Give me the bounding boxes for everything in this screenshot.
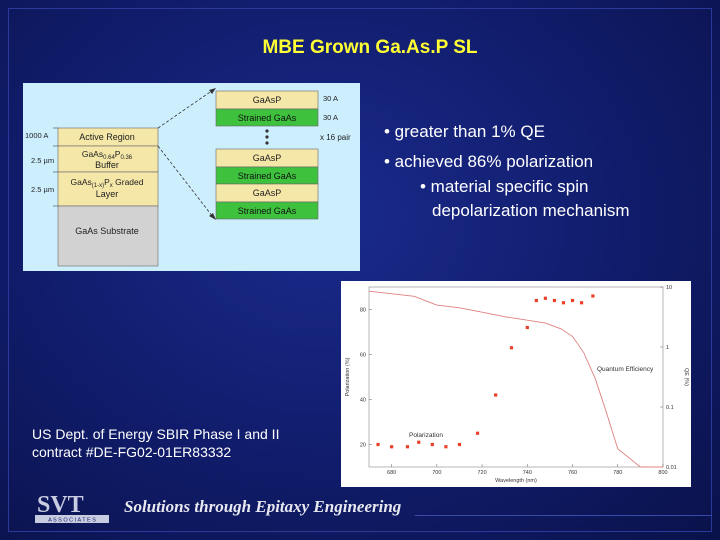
logo-bar: [35, 515, 109, 523]
layer-label: GaAsP: [253, 153, 282, 163]
polarization-point: [457, 442, 462, 447]
ellipsis-dot: [265, 129, 269, 133]
polarization-point: [561, 301, 566, 305]
layer-label: GaAs Substrate: [75, 226, 139, 236]
contract-note: US Dept. of Energy SBIR Phase I and II c…: [32, 425, 279, 461]
footer-rule: [415, 515, 712, 516]
plot-area: [368, 286, 664, 468]
layer-strained-gaas: [215, 201, 319, 220]
polarization-point: [543, 296, 547, 300]
x-tick-label: 760: [568, 470, 577, 476]
thickness-label: 1000 A: [25, 131, 48, 140]
layer-label: Strained GaAs: [238, 206, 297, 216]
layer-label: GaAsP: [253, 95, 282, 105]
layer-label: Layer: [96, 189, 119, 199]
logo-subtext: A S S O C I A T E S: [48, 518, 96, 524]
polarization-point: [475, 431, 480, 435]
bullet-item: • achieved 86% polarization: [384, 152, 594, 171]
layer-label: Strained GaAs: [238, 113, 297, 123]
slide-frame: [8, 8, 712, 532]
polarization-point: [376, 442, 380, 447]
layer-label: GaAsP: [253, 188, 282, 198]
polarization-point: [509, 346, 514, 350]
qe-series-line: [368, 290, 663, 468]
polarization-point: [417, 440, 421, 444]
polarization-qe-chart: 680 700 720 740 760 780 800 20 40 60 80 0.01 0.1 1 1…: [341, 281, 691, 487]
y-tick-label: 80: [360, 308, 366, 314]
sub-bullet-item: depolarization mechanism: [432, 201, 630, 220]
y-tick-label: 20: [360, 443, 366, 449]
svt-associates-logo: SVT A S S O C I A T E S: [35, 492, 109, 524]
y2-tick-label: 0.01: [666, 465, 677, 471]
repeat-label: x 16 pair: [320, 133, 351, 142]
chart-annotation: Quantum Efficiency: [597, 366, 654, 373]
y2-tick-label: 0.1: [666, 405, 674, 411]
x-tick-label: 720: [477, 470, 486, 476]
y2-axis-label: QE (%): [683, 368, 689, 386]
layer-label: GaAs(1-x)Px Graded: [71, 177, 144, 189]
x-axis-label: Wavelength (nm): [495, 478, 537, 484]
contract-line: US Dept. of Energy SBIR Phase I and II: [32, 426, 280, 442]
layer-label: Buffer: [95, 160, 119, 170]
y2-tick-label: 1: [666, 345, 669, 351]
bullet-item: • greater than 1% QE: [384, 122, 545, 141]
y-axis-label: Polarization (%): [345, 357, 351, 396]
polarization-point: [552, 298, 557, 303]
arrow-head: [209, 88, 216, 94]
x-tick-label: 700: [432, 470, 441, 476]
contract-line: contract #DE-FG02-01ER83332: [32, 444, 232, 460]
thickness-label: 2.5 µm: [31, 185, 54, 194]
thickness-label: 30 A: [323, 94, 338, 103]
ellipsis-dot: [265, 141, 269, 145]
polarization-point: [444, 445, 448, 449]
chart-background: [341, 281, 691, 487]
layer-graded: [57, 171, 159, 207]
company-tagline: Solutions through Epitaxy Engineering: [124, 497, 402, 516]
polarization-point: [430, 442, 434, 447]
x-tick-label: 800: [658, 470, 667, 476]
thickness-label: 2.5 µm: [31, 156, 54, 165]
thickness-label: 30 A: [323, 113, 338, 122]
y-tick-label: 40: [360, 398, 366, 404]
slide-title: MBE Grown Ga.As.P SL: [262, 37, 478, 58]
polarization-point: [570, 298, 575, 303]
ellipsis-dot: [265, 135, 269, 139]
y-tick-label: 60: [360, 353, 366, 359]
x-tick-label: 780: [613, 470, 622, 476]
x-tick-label: 680: [387, 470, 396, 476]
polarization-point: [591, 294, 595, 298]
polarization-point: [390, 445, 394, 449]
layer-strained-gaas: [215, 108, 319, 127]
chart-annotation: Polarization: [409, 432, 443, 439]
layer-substrate: [57, 205, 159, 267]
polarization-point: [405, 445, 410, 449]
y2-tick-label: 10: [666, 285, 672, 291]
layer-label: Strained GaAs: [238, 171, 297, 181]
polarization-point: [579, 301, 584, 305]
polarization-point: [525, 325, 529, 330]
arrow-head: [209, 213, 216, 220]
x-tick-label: 740: [523, 470, 532, 476]
polarization-point: [534, 298, 538, 303]
layer-label: GaAs0.64P0.36: [82, 149, 133, 161]
polarization-point: [494, 393, 498, 397]
layer-buffer: [57, 145, 159, 173]
zoom-arrow: [157, 89, 214, 129]
layer-structure-diagram: Active Region GaAs0.64P0.36 Buffer GaAs(…: [23, 83, 360, 271]
logo-letters: SVT: [37, 492, 84, 518]
layer-label: Active Region: [79, 132, 135, 142]
sub-bullet-item: • material specific spin: [420, 177, 589, 196]
